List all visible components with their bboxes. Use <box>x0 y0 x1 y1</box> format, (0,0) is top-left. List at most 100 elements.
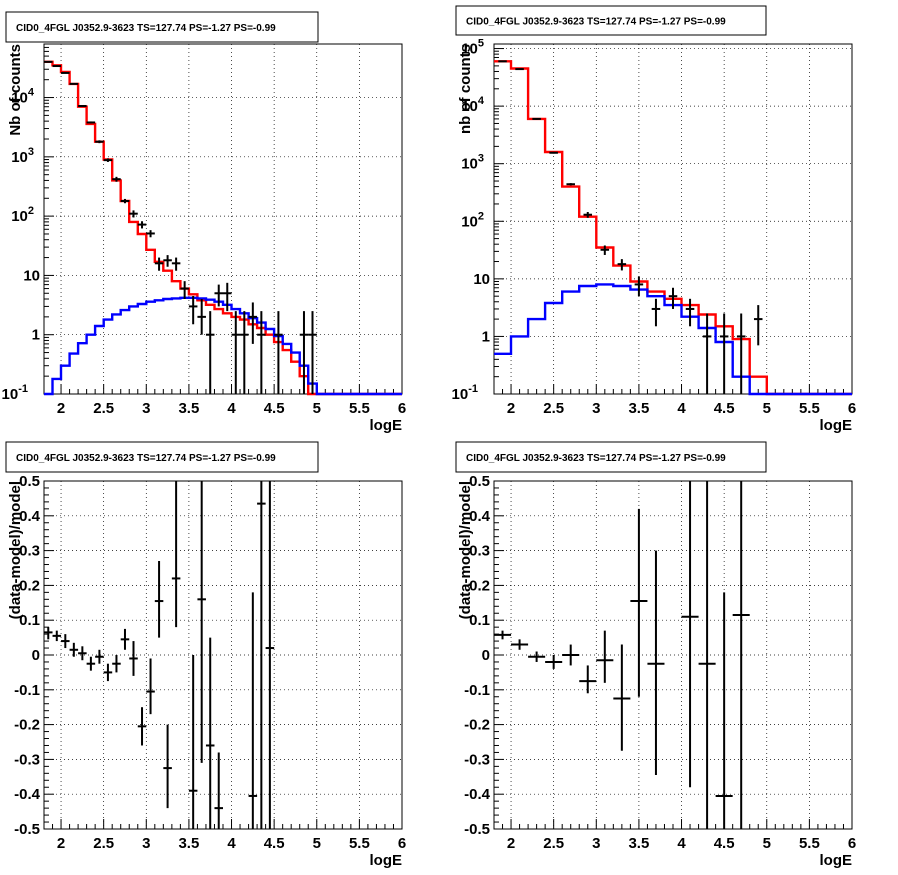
data-point <box>753 305 763 346</box>
data-point <box>685 298 695 327</box>
x-tick-label: 4.5 <box>714 835 735 852</box>
x-tick-label: 4.5 <box>264 835 285 852</box>
data-point <box>257 481 266 829</box>
x-tick-label: 2 <box>507 835 515 852</box>
data-point <box>549 151 558 154</box>
y-tick-label: 0.4 <box>19 508 41 525</box>
data-point <box>61 71 70 74</box>
data-point <box>103 663 113 682</box>
x-tick-label: 6 <box>398 400 406 417</box>
y-tick-label: 0.1 <box>469 612 490 629</box>
data-point <box>257 311 266 394</box>
data-point <box>103 158 113 162</box>
x-tick-label: 2.5 <box>93 835 114 852</box>
plot-frame <box>43 480 403 830</box>
data-point <box>129 641 138 676</box>
x-tick-label: 4 <box>677 835 686 852</box>
data-point <box>308 311 317 394</box>
chart-panel-1: 2 2.5 3 3.5 4 4.5 5 5.5 6 10-1 1 10 102 103 104 logE Nb … <box>2 11 406 434</box>
chart-title: CID0_4FGL J0352.9-3623 TS=127.74 PS=-1.2… <box>16 23 276 34</box>
data-point <box>545 655 563 669</box>
chart-title-box <box>455 5 767 36</box>
x-tick-label: 5 <box>313 400 321 417</box>
y-tick-label: 0.2 <box>19 577 40 594</box>
data-point <box>248 592 258 829</box>
x-tick-label: 5 <box>763 400 771 417</box>
data-point <box>231 311 241 394</box>
x-tick-label: 3 <box>142 835 150 852</box>
x-tick-label: 2.5 <box>93 400 114 417</box>
data-point <box>154 561 164 638</box>
x-tick-label: 4 <box>677 400 686 417</box>
y-tick-label: 0.3 <box>19 543 40 560</box>
data-point <box>197 481 206 763</box>
data-point <box>732 481 750 829</box>
y-tick-label: -0.2 <box>14 717 40 734</box>
data-point <box>69 82 79 85</box>
y-axis-label: Nb of counts <box>7 44 24 136</box>
chart-title-box <box>5 441 319 473</box>
chart-panel-3: 2 2.5 3 3.5 4 4.5 5 5.5 6 -0.5 -0.4 -0.3 -0.2 -0.1 0 0.… <box>5 441 406 869</box>
data-point <box>146 658 155 715</box>
x-tick-label: 5 <box>313 835 321 852</box>
x-tick-label: 3.5 <box>628 400 649 417</box>
data-point <box>112 655 121 673</box>
x-axis-label: logE <box>370 417 403 434</box>
data-point <box>61 634 70 649</box>
data-point <box>52 65 62 68</box>
data-point <box>596 630 614 683</box>
data-point <box>129 210 138 218</box>
x-tick-label: 5.5 <box>799 835 820 852</box>
data-point <box>146 230 155 238</box>
data-point <box>562 644 580 666</box>
x-tick-label: 2.5 <box>543 835 564 852</box>
y-tick-label: -0.4 <box>464 786 491 803</box>
model-source-histogram <box>44 296 402 396</box>
x-tick-label: 2 <box>57 835 65 852</box>
data-point <box>214 284 223 307</box>
x-tick-label: 3 <box>592 835 600 852</box>
data-point <box>44 627 53 640</box>
data-point <box>600 245 610 255</box>
chart-panel-2: 2 2.5 3 3.5 4 4.5 5 5.5 6 10-1 1 10 102 103 104 105 logE… <box>452 5 856 434</box>
data-point <box>205 637 215 829</box>
y-tick-label: 103 <box>11 146 34 166</box>
data-point <box>579 665 597 694</box>
y-tick-label: 1 <box>32 327 40 344</box>
data-point <box>188 655 198 829</box>
x-tick-label: 3.5 <box>628 835 649 852</box>
data-point <box>634 276 644 297</box>
data-point <box>78 105 87 108</box>
x-tick-label: 3.5 <box>178 400 199 417</box>
x-tick-label: 4.5 <box>714 400 735 417</box>
model-source-histogram <box>494 283 852 396</box>
chart-title: CID0_4FGL J0352.9-3623 TS=127.74 PS=-1.2… <box>466 17 726 28</box>
chart-title: CID0_4FGL J0352.9-3623 TS=127.74 PS=-1.2… <box>466 453 726 464</box>
data-point <box>494 630 512 640</box>
plot-frame <box>43 43 403 395</box>
data-point <box>86 656 96 671</box>
data-point <box>511 639 529 650</box>
data-point <box>299 311 309 394</box>
data-point <box>86 121 96 124</box>
data-point <box>163 724 172 809</box>
data-point <box>702 313 712 394</box>
y-tick-label: 10 <box>23 267 40 284</box>
data-point <box>171 257 181 271</box>
y-tick-label: -0.1 <box>14 682 40 699</box>
x-tick-label: 5 <box>763 835 771 852</box>
data-point <box>188 295 198 325</box>
x-tick-label: 3.5 <box>178 835 199 852</box>
x-axis-label: logE <box>820 852 853 869</box>
y-tick-label: -0.1 <box>464 682 490 699</box>
data-point <box>95 649 104 664</box>
x-tick-label: 2.5 <box>543 400 564 417</box>
y-tick-label: 10 <box>473 271 490 288</box>
data-point <box>197 299 206 335</box>
y-tick-label: -0.2 <box>464 717 490 734</box>
data-point <box>651 298 661 327</box>
data-point <box>274 311 283 394</box>
data-point <box>137 221 147 229</box>
y-tick-label: 0.2 <box>469 577 490 594</box>
